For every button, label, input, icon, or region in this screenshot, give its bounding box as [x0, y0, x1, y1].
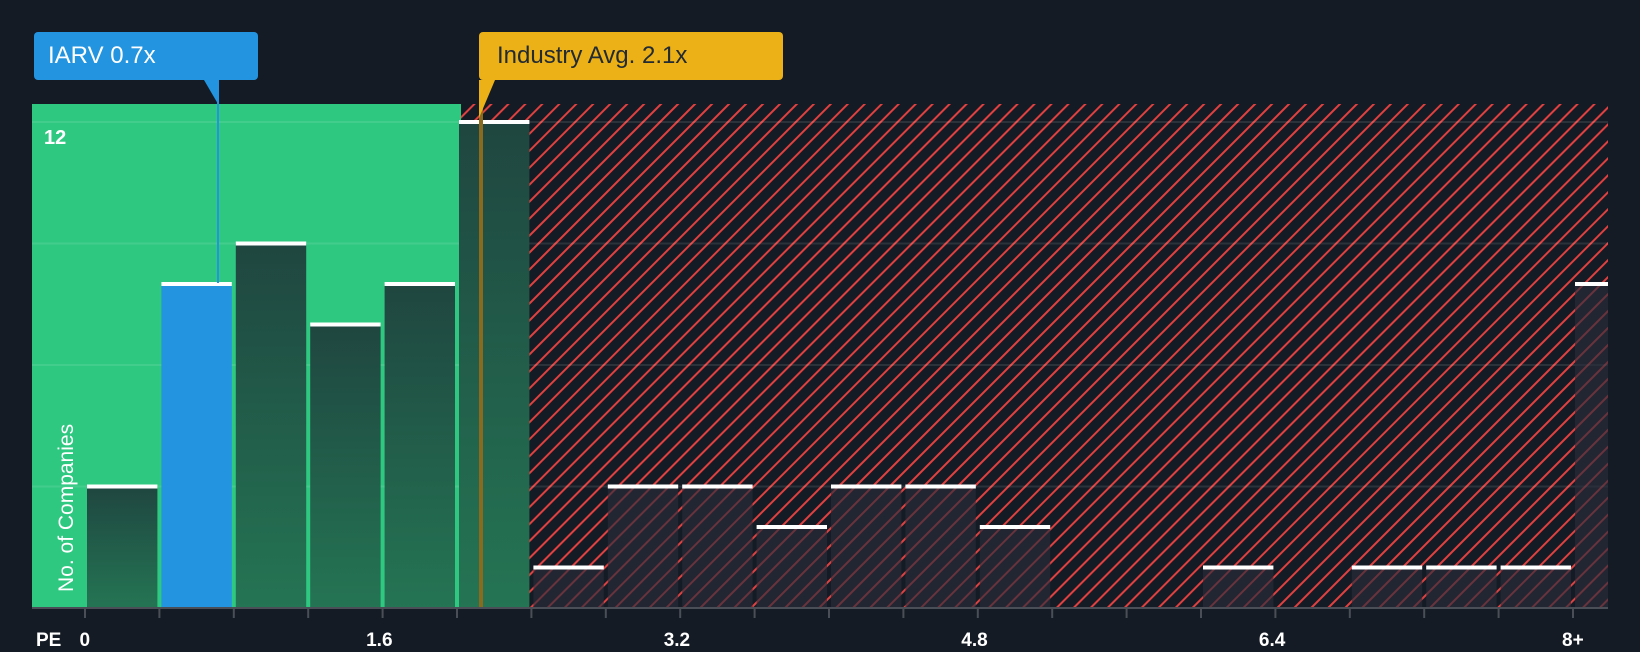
histogram-bar	[310, 324, 381, 608]
bar-cap	[1203, 565, 1274, 570]
bar-cap	[1500, 565, 1571, 570]
bar-cap	[831, 484, 902, 489]
histogram-bar	[1575, 284, 1608, 608]
histogram-bar	[1351, 567, 1423, 608]
x-tick-label: 4.8	[961, 630, 988, 651]
x-tick-label: 3.2	[663, 630, 691, 651]
bar-cap	[87, 484, 158, 489]
histogram-bar	[1203, 567, 1274, 608]
x-axis-title: PE	[36, 630, 62, 651]
bar-cap	[384, 282, 455, 286]
histogram-bar	[459, 122, 530, 608]
industry-callout-pointer	[479, 80, 495, 118]
bar-cap	[607, 484, 679, 489]
histogram-bar	[87, 486, 158, 608]
bar-cap	[533, 565, 604, 570]
bars	[87, 120, 1608, 608]
x-tick-label: 8+	[1562, 630, 1584, 651]
histogram-bar	[1426, 567, 1497, 608]
bar-cap	[905, 484, 976, 489]
histogram-bar	[533, 567, 604, 608]
bar-cap	[310, 322, 381, 327]
bar-cap	[1426, 565, 1497, 570]
bar-cap	[1575, 282, 1608, 286]
bar-cap	[459, 120, 530, 124]
y-axis-title: No. of Companies	[55, 423, 78, 592]
histogram-bar	[831, 486, 902, 608]
bar-cap	[756, 525, 827, 529]
histogram-bar	[235, 243, 307, 608]
company-bar	[161, 284, 232, 608]
bar-cap	[235, 241, 307, 246]
histogram-bar	[979, 527, 1051, 608]
industry-avg-callout: Industry Avg. 2.1x	[479, 32, 783, 80]
histogram-bar	[756, 527, 827, 608]
histogram-bar	[607, 486, 679, 608]
x-tick-label: 6.4	[1258, 630, 1286, 651]
bar-cap	[1351, 565, 1423, 570]
bar-cap	[682, 484, 753, 489]
company-callout-pointer	[204, 80, 218, 104]
histogram-bar	[384, 284, 455, 608]
bar-cap	[979, 525, 1051, 529]
x-tick-label: 1.6	[366, 630, 393, 651]
x-tick-label: 0	[79, 630, 91, 651]
x-axis-ticks	[84, 608, 1574, 618]
company-pe-callout: IARV 0.7x	[34, 32, 258, 80]
histogram-bar	[1500, 567, 1571, 608]
y-top-tick-label: 12	[44, 127, 67, 149]
bar-cap	[161, 282, 232, 286]
histogram-bar	[905, 486, 976, 608]
histogram-bar	[682, 486, 753, 608]
